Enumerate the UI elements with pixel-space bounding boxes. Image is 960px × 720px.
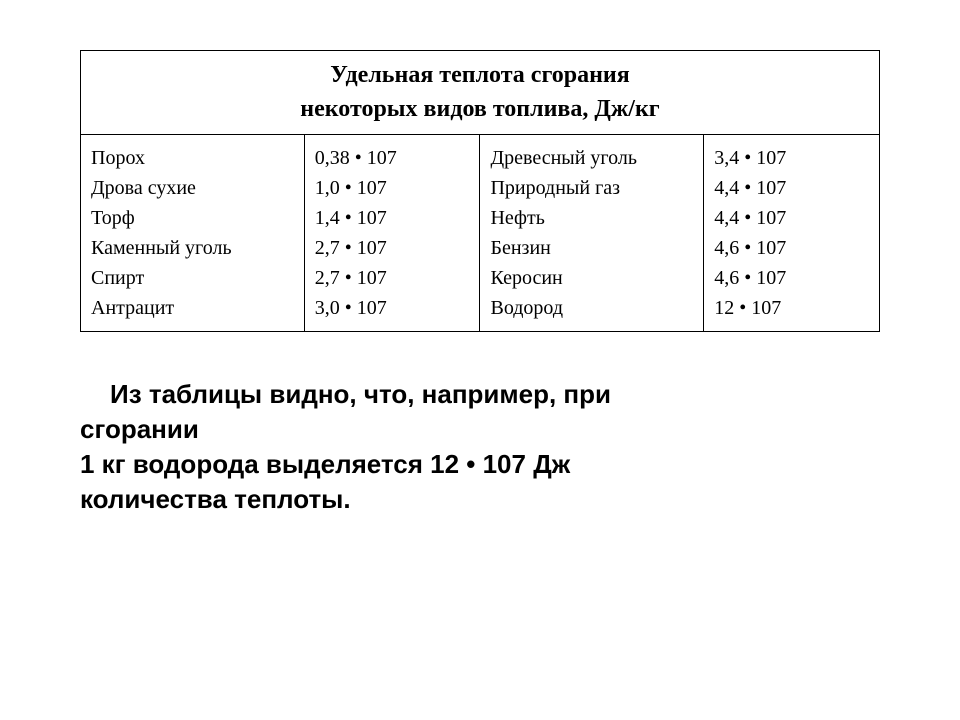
fuel-name: Керосин [490,263,693,293]
fuel-name: Природный газ [490,173,693,203]
header-line2: некоторых видов топлива, Дж/кг [91,93,869,127]
caption-text: Из таблицы видно, что, например, при сго… [80,377,880,517]
caption-line: Из таблицы видно, что, например, при [110,379,611,409]
fuel-value: 12 • 107 [714,293,869,323]
fuel-value: 1,4 • 107 [315,203,470,233]
table-header: Удельная теплота сгорания некоторых видо… [81,51,880,135]
fuel-name: Антрацит [91,293,294,323]
fuel-name: Дрова сухие [91,173,294,203]
fuel-name: Порох [91,143,294,173]
header-line1: Удельная теплота сгорания [91,59,869,93]
fuel-value: 4,4 • 107 [714,173,869,203]
fuel-name: Водород [490,293,693,323]
fuel-value: 4,6 • 107 [714,233,869,263]
fuel-value: 0,38 • 107 [315,143,470,173]
right-values-cell: 3,4 • 107 4,4 • 107 4,4 • 107 4,6 • 107 … [704,135,880,332]
caption-line: сгорании [80,412,880,447]
fuel-value: 4,4 • 107 [714,203,869,233]
left-names-cell: Порох Дрова сухие Торф Каменный уголь Сп… [81,135,305,332]
fuel-value: 3,0 • 107 [315,293,470,323]
fuel-name: Древесный уголь [490,143,693,173]
fuel-name: Бензин [490,233,693,263]
fuel-name: Каменный уголь [91,233,294,263]
fuel-name: Торф [91,203,294,233]
right-names-cell: Древесный уголь Природный газ Нефть Бенз… [480,135,704,332]
fuel-value: 1,0 • 107 [315,173,470,203]
caption-line: 1 кг водорода выделяется 12 • 107 Дж [80,447,880,482]
left-values-cell: 0,38 • 107 1,0 • 107 1,4 • 107 2,7 • 107… [304,135,480,332]
fuel-value: 4,6 • 107 [714,263,869,293]
fuel-name: Спирт [91,263,294,293]
fuel-value: 2,7 • 107 [315,233,470,263]
caption-line: количества теплоты. [80,482,880,517]
fuel-name: Нефть [490,203,693,233]
fuel-value: 3,4 • 107 [714,143,869,173]
heat-table: Удельная теплота сгорания некоторых видо… [80,50,880,332]
fuel-value: 2,7 • 107 [315,263,470,293]
